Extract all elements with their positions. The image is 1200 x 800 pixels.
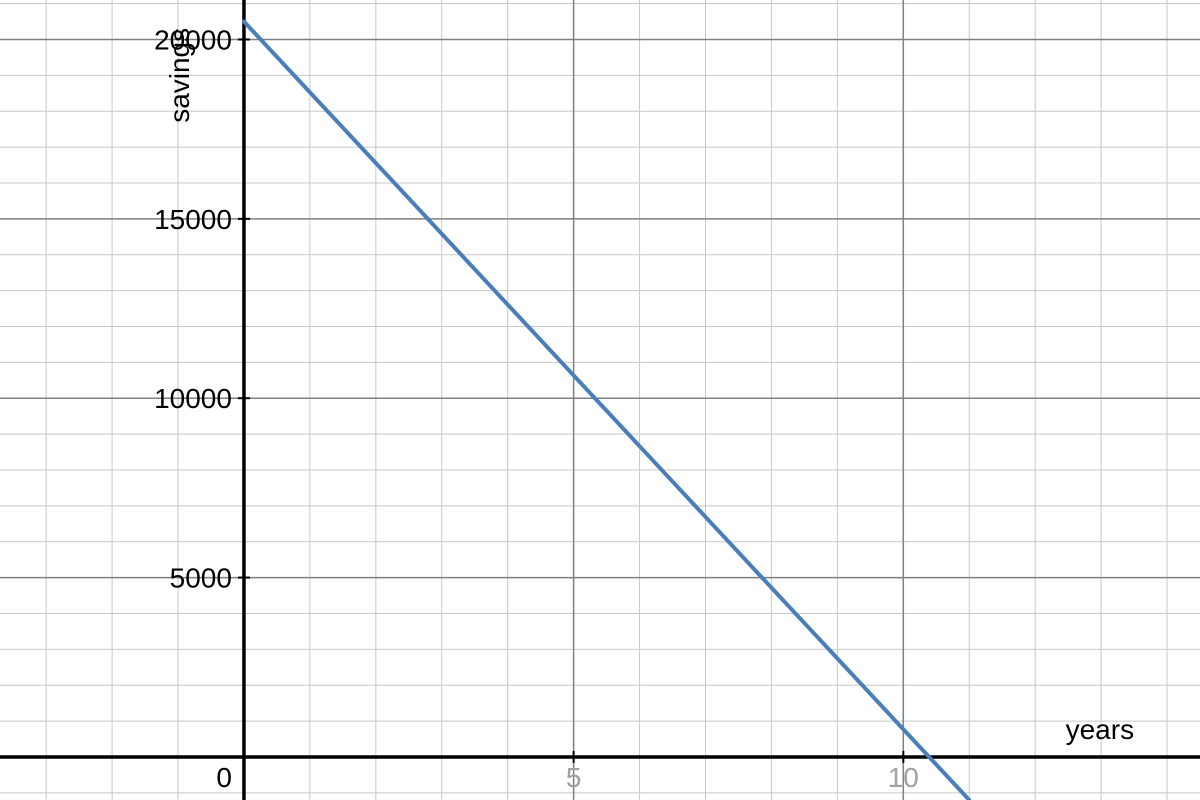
ytick-label: 10000 bbox=[154, 383, 232, 414]
xtick-label: 5 bbox=[566, 762, 582, 793]
tick-labels: 05000100001500020000510 bbox=[154, 24, 919, 792]
xtick-label: 10 bbox=[888, 762, 919, 793]
savings-line bbox=[244, 22, 969, 800]
savings-line-chart: 05000100001500020000510 savingsyears bbox=[0, 0, 1200, 800]
x-axis-label: years bbox=[1066, 714, 1134, 745]
ytick-label: 0 bbox=[216, 762, 232, 793]
ytick-label: 15000 bbox=[154, 204, 232, 235]
data-line bbox=[244, 22, 969, 800]
ytick-label: 5000 bbox=[170, 563, 232, 594]
y-axis-label: savings bbox=[164, 28, 195, 123]
